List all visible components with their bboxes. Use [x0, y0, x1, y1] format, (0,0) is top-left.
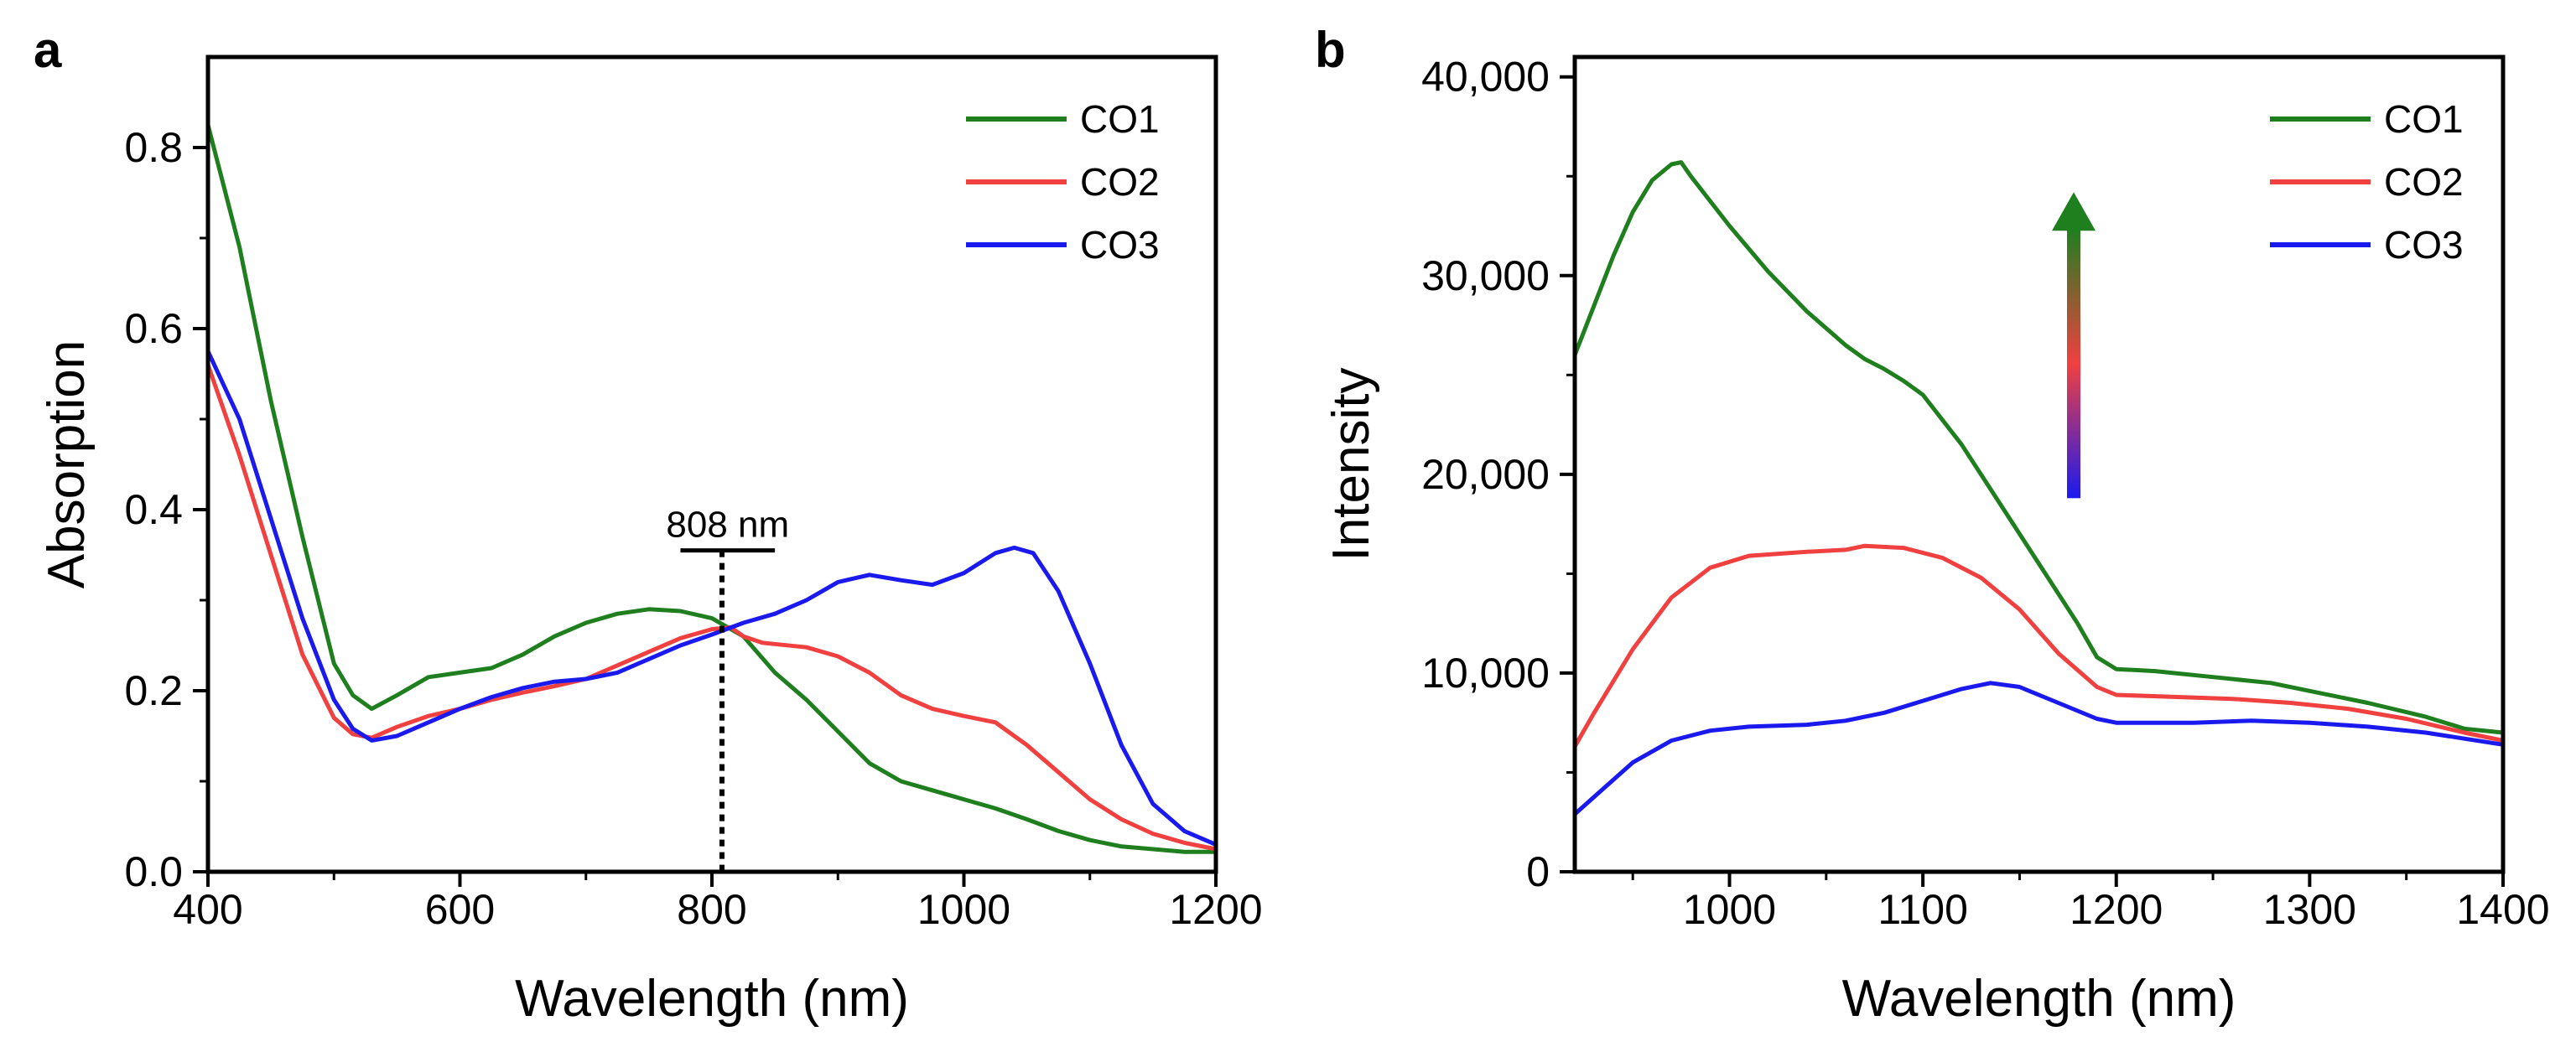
panel-b-series-group [1572, 160, 2504, 816]
x-tick-label: 800 [677, 886, 746, 933]
panel-a-legend: CO1 CO2 CO3 [966, 97, 1160, 267]
panel-a-y-axis: 0.0 0.2 0.4 0.6 0.8 [124, 124, 208, 895]
wavelength-808-annotation: 808 nm [666, 505, 789, 872]
panel-b-x-axis: 1000 1100 1200 1300 1400 [1631, 872, 2550, 933]
808-nm-label: 808 nm [666, 505, 789, 546]
x-tick-label: 1400 [2456, 886, 2549, 933]
y-tick-label: 0.8 [124, 124, 183, 171]
gradient-arrow-head [2052, 192, 2096, 231]
panel-b-plot-frame [1572, 54, 2506, 874]
legend-label-co1: CO1 [1080, 97, 1160, 141]
x-tick-label: 1000 [1683, 886, 1776, 933]
panel-b-legend: CO1 CO2 CO3 [2270, 97, 2464, 267]
y-tick-label: 0.4 [124, 486, 183, 533]
legend-label-co2: CO2 [2384, 160, 2464, 204]
panel-a-x-axis-label: Wavelength (nm) [515, 970, 909, 1028]
x-tick-label: 1200 [2070, 886, 2163, 933]
panel-b-y-axis-label: Intensity [1322, 368, 1380, 562]
panel-a-x-axis: 400 600 800 1000 1200 [173, 872, 1263, 933]
gradient-arrow-shaft [2067, 229, 2081, 499]
panel-b-x-axis-label: Wavelength (nm) [1842, 970, 2236, 1028]
series-line-co3 [205, 350, 1217, 847]
y-tick-label: 0.2 [124, 667, 183, 714]
y-tick-label: 40,000 [1421, 54, 1550, 101]
legend-label-co3: CO3 [1080, 223, 1160, 267]
x-tick-label: 1000 [917, 886, 1010, 933]
x-tick-label: 600 [425, 886, 495, 933]
panel-a-y-axis-label: Absorption [38, 340, 96, 588]
panel-b-letter: b [1315, 22, 1346, 78]
panel-a-letter: a [34, 22, 62, 78]
legend-label-co2: CO2 [1080, 160, 1160, 204]
legend-label-co1: CO1 [2384, 97, 2464, 141]
legend-label-co3: CO3 [2384, 223, 2464, 267]
x-tick-label: 1200 [1169, 886, 1262, 933]
y-tick-label: 20,000 [1421, 451, 1550, 498]
x-tick-label: 400 [173, 886, 242, 933]
panel-b-chart: b 1000 1100 1200 1300 1400 0 10,000 20,000 30,0… [1315, 22, 2550, 1028]
x-tick-label: 1100 [1877, 886, 1968, 933]
series-line-co3 [1573, 681, 2504, 816]
series-line-co1 [1572, 160, 2504, 735]
series-line-co1 [205, 124, 1216, 854]
y-tick-label: 0 [1526, 848, 1550, 895]
y-tick-label: 0.6 [124, 305, 183, 352]
series-line-co2 [1572, 543, 2504, 748]
increase-arrow [2052, 192, 2096, 499]
panel-a-chart: a 808 nm 400 600 800 1000 1200 0.00.20.40.60… [34, 22, 1263, 1028]
y-tick-label: 10,000 [1421, 650, 1550, 697]
y-tick-label: 0.0 [124, 848, 183, 895]
y-tick-label: 30,000 [1421, 252, 1550, 299]
panel-a-series-group [205, 124, 1217, 854]
panel-b-y-axis: 0 10,000 20,000 30,000 40,000 [1421, 54, 1575, 895]
panel-a-plot-frame [205, 54, 1218, 874]
x-tick-label: 1300 [2263, 886, 2356, 933]
